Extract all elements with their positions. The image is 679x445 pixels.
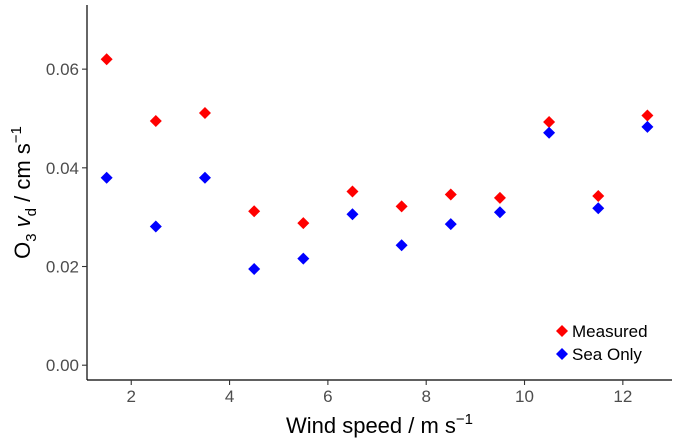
legend-key-measured (556, 325, 568, 337)
point-sea-only (100, 171, 113, 184)
x-tick-label: 8 (421, 387, 430, 406)
point-sea-only (198, 171, 211, 184)
y-tick-label: 0.02 (46, 258, 79, 277)
y-tick-label: 0.06 (46, 60, 79, 79)
y-axis-title: O3 vd / cm s−1 (8, 126, 40, 259)
point-measured (149, 114, 162, 127)
point-measured (395, 200, 408, 213)
point-sea-only (297, 252, 310, 265)
point-sea-only (444, 218, 457, 231)
x-axis-title: Wind speed / m s−1 (286, 411, 473, 438)
point-measured (100, 53, 113, 66)
y-axis-title-v: v (10, 214, 35, 227)
point-measured (248, 205, 261, 218)
y-tick-label: 0.00 (46, 356, 79, 375)
point-measured (444, 188, 457, 201)
x-tick-label: 2 (127, 387, 136, 406)
point-sea-only (149, 220, 162, 233)
point-sea-only (248, 262, 261, 275)
point-sea-only (346, 208, 359, 221)
y-axis-title-unit-sup: −1 (8, 126, 25, 143)
x-tick-label: 12 (613, 387, 632, 406)
data-points (100, 53, 654, 275)
point-measured (543, 115, 556, 128)
point-sea-only (641, 120, 654, 133)
y-axis-title-unit: / cm s (10, 143, 35, 208)
point-sea-only (592, 202, 605, 215)
point-measured (592, 189, 605, 202)
point-measured (493, 191, 506, 204)
point-sea-only (493, 206, 506, 219)
ticks: 2 4 6 8 10 12 0.00 0.02 0.04 0.06 (46, 60, 632, 406)
y-axis-title-v-sub: d (23, 208, 40, 216)
x-axis-title-sup: −1 (456, 411, 473, 428)
y-axis-title-o: O (10, 242, 35, 259)
point-sea-only (395, 239, 408, 252)
x-tick-label: 10 (515, 387, 534, 406)
point-measured (346, 185, 359, 198)
legend-label-measured: Measured (572, 322, 648, 341)
x-tick-label: 4 (225, 387, 234, 406)
y-axis-title-o-sub: 3 (23, 233, 40, 241)
x-axis-title-text: Wind speed / m s (286, 413, 456, 438)
point-measured (641, 109, 654, 122)
point-sea-only (543, 126, 556, 139)
legend-label-sea-only: Sea Only (572, 345, 642, 364)
legend: Measured Sea Only (556, 322, 648, 364)
point-measured (297, 217, 310, 230)
x-tick-label: 6 (323, 387, 332, 406)
point-measured (198, 107, 211, 120)
legend-key-sea-only (556, 348, 568, 360)
axes (86, 5, 672, 381)
y-tick-label: 0.04 (46, 159, 79, 178)
